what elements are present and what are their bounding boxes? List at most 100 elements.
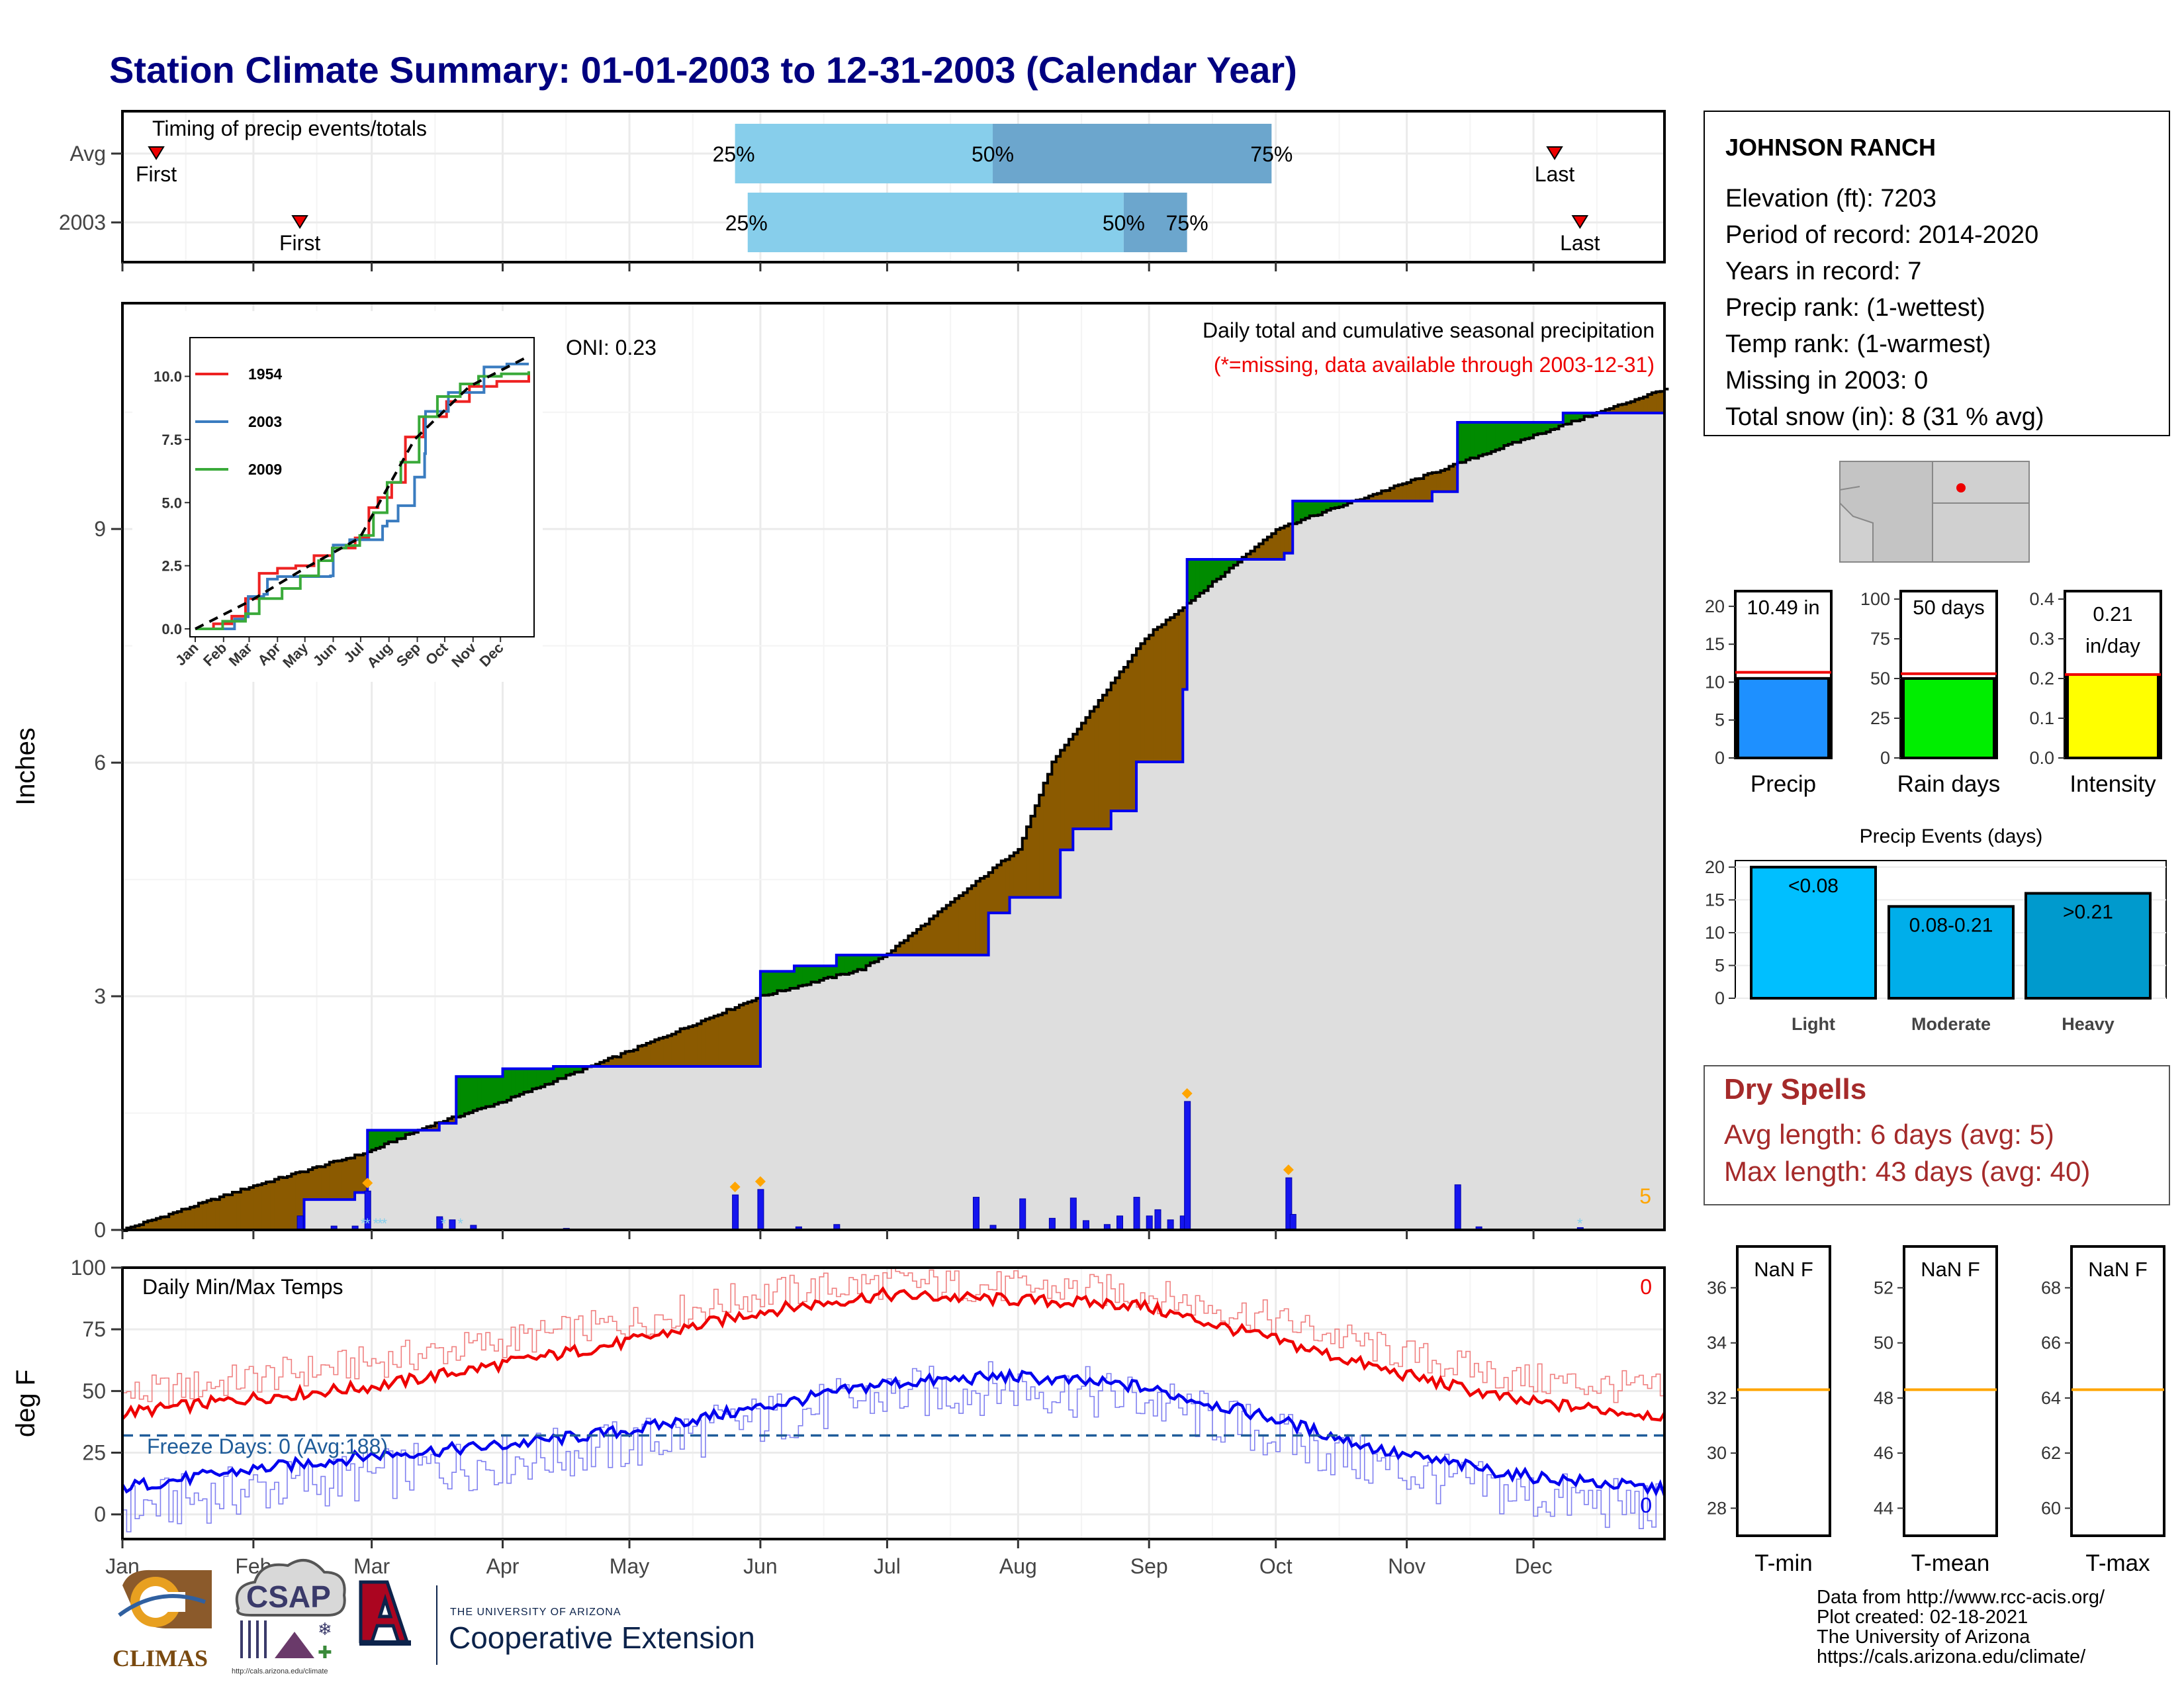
precip-surplus-area	[764, 971, 770, 996]
precip-deficit-area	[917, 929, 922, 955]
precip-deficit-area	[1284, 526, 1289, 553]
footer-line-created: Plot created: 02-18-2021	[1817, 1607, 2028, 1628]
precip-surplus-area	[1559, 422, 1564, 427]
precip-deficit-area	[938, 912, 943, 955]
precip-deficit-area	[185, 1208, 191, 1230]
precip-surplus-area	[844, 955, 850, 974]
tmin-count: 0	[1640, 1493, 1652, 1517]
precip-deficit-area	[1635, 399, 1640, 413]
snow-marker: *	[1577, 1215, 1583, 1232]
precip-deficit-area	[228, 1194, 233, 1230]
tmax-count: 0	[1640, 1275, 1652, 1299]
precip-deficit-area	[1001, 862, 1006, 914]
precip-surplus-area	[848, 955, 854, 973]
precip-deficit-area	[1398, 485, 1403, 501]
precip-deficit-area	[304, 1170, 309, 1200]
precip-deficit-area	[726, 1010, 731, 1066]
events-category-label: Heavy	[2062, 1014, 2115, 1034]
precip-surplus-area	[768, 971, 774, 994]
total-y-tick-label: 0	[1880, 748, 1890, 768]
precip-surplus-area	[1516, 422, 1522, 442]
precip-deficit-area	[1436, 471, 1441, 492]
precip-deficit-area	[713, 1015, 719, 1066]
ua-logo: THE UNIVERSITY OF ARIZONA Cooperative Ex…	[359, 1580, 755, 1665]
events-bar	[1750, 865, 1877, 1000]
precip-deficit-area	[316, 1167, 322, 1200]
dry-spells-avg: Avg length: 6 days (avg: 5)	[1724, 1119, 2054, 1150]
precip-surplus-area	[1575, 412, 1580, 421]
precip-surplus-area	[1326, 500, 1332, 511]
precip-deficit-area	[270, 1180, 275, 1230]
precip-deficit-area	[1048, 773, 1052, 898]
total-value-label: 50 days	[1913, 596, 1985, 619]
precip-deficit-area	[655, 1040, 660, 1066]
inset-series-line	[195, 371, 530, 630]
precip-deficit-area	[718, 1013, 723, 1066]
precip-deficit-area	[1394, 487, 1399, 501]
precip-surplus-area	[1187, 559, 1192, 604]
precip-surplus-area	[794, 966, 799, 988]
precip-deficit-area	[1406, 482, 1412, 501]
precip-deficit-area	[958, 896, 964, 955]
precip-deficit-area	[346, 1158, 351, 1200]
precip-surplus-area	[1504, 422, 1509, 447]
precip-deficit-area	[671, 1033, 676, 1066]
inset-y-tick-label: 7.5	[161, 432, 182, 448]
precip-surplus-area	[545, 1068, 550, 1085]
gauge-value-label: NaN F	[1754, 1258, 1813, 1281]
precip-deficit-area	[1064, 745, 1069, 850]
precip-surplus-area	[1520, 422, 1525, 441]
precip-surplus-area	[815, 966, 820, 982]
precip-surplus-area	[870, 955, 875, 964]
precip-surplus-area	[523, 1068, 529, 1094]
precip-deficit-area	[224, 1196, 229, 1230]
heavy-event-marker	[1181, 1088, 1193, 1099]
precip-deficit-area	[692, 1024, 698, 1066]
precip-surplus-area	[1212, 559, 1217, 583]
precip-surplus-area	[1525, 422, 1530, 439]
precip-surplus-area	[1491, 422, 1496, 451]
gauge-frame	[2070, 1245, 2165, 1537]
precip-surplus-area	[570, 1066, 575, 1075]
precip-deficit-area	[1183, 606, 1188, 690]
total-category-label: Intensity	[2070, 771, 2156, 797]
precip-deficit-area	[190, 1207, 195, 1230]
precip-surplus-area	[578, 1066, 584, 1071]
precip-deficit-area	[232, 1192, 237, 1230]
precip-deficit-area	[1174, 613, 1179, 762]
precip-deficit-area	[1030, 816, 1036, 898]
temp-y-axis-label: deg F	[11, 1370, 40, 1437]
precip-surplus-area	[498, 1076, 504, 1103]
precip-surplus-area	[760, 971, 765, 997]
precip-surplus-area	[1571, 412, 1576, 422]
precip-deficit-area	[1369, 496, 1374, 501]
avg-cumulative-line	[122, 387, 1669, 1233]
precip-surplus-area	[380, 1130, 385, 1147]
precip-deficit-area	[743, 1003, 749, 1066]
precip-deficit-area	[279, 1178, 284, 1230]
precip-deficit-area	[1157, 627, 1162, 762]
precip-deficit-area	[903, 939, 909, 955]
csap-logo: CSAP ❄ ✚ http://cals.arizona.edu/climate	[232, 1559, 346, 1675]
precip-deficit-area	[1280, 527, 1285, 560]
station-line-missing: Missing in 2003: 0	[1725, 367, 1928, 395]
precip-deficit-area	[341, 1159, 347, 1200]
csap-logo-url: http://cals.arizona.edu/climate	[232, 1667, 328, 1675]
station-line-snow: Total snow (in): 8 (31 % avg)	[1725, 403, 2044, 431]
precip-deficit-area	[1385, 489, 1390, 501]
precip-deficit-area	[266, 1182, 271, 1230]
precip-deficit-area	[321, 1166, 326, 1200]
daily-precip-bar	[1069, 1197, 1077, 1231]
precip-surplus-area	[802, 966, 807, 985]
precip-surplus-area	[557, 1066, 563, 1080]
precip-surplus-area	[1199, 559, 1205, 593]
month-tick-label: Dec	[1515, 1554, 1553, 1578]
precip-deficit-area	[625, 1052, 630, 1066]
precip-surplus-area	[1204, 559, 1209, 590]
precip-events-title: Precip Events (days)	[1860, 825, 2043, 847]
inset-legend-label: 1954	[248, 365, 282, 383]
precip-deficit-area	[198, 1204, 203, 1230]
precip-deficit-area	[1651, 393, 1657, 413]
heavy-event-marker	[754, 1176, 766, 1187]
gauge-category-label: T-min	[1754, 1550, 1813, 1576]
